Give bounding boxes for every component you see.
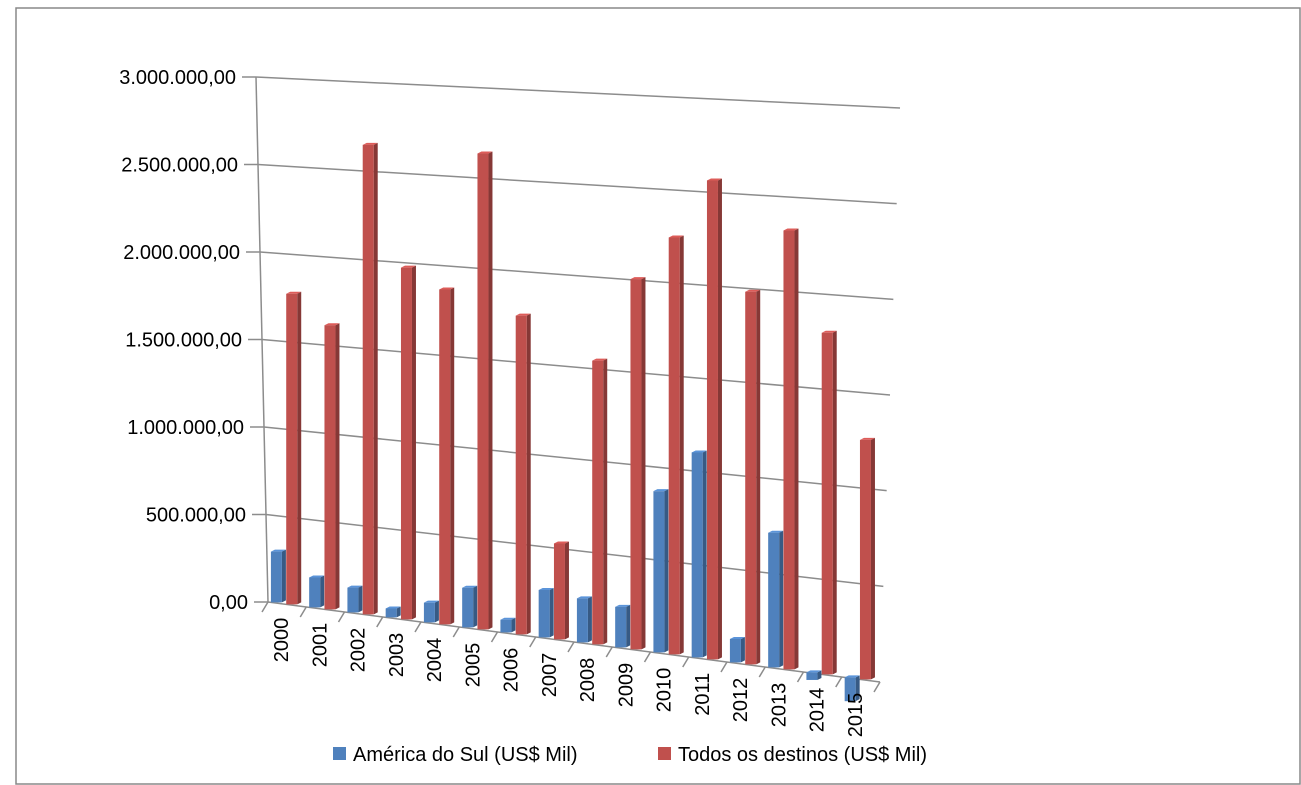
- bar-america-do-sul-2002: [347, 585, 363, 613]
- y-axis-line: [255, 76, 269, 603]
- bar-america-do-sul-2015: [844, 675, 860, 702]
- bar-todos-os-destinos-2004: [439, 287, 455, 625]
- x-tick-mark: [529, 636, 537, 648]
- legend-swatch-todos-os-destinos: [658, 747, 671, 760]
- x-tick-mark: [682, 656, 690, 668]
- bar-todos-os-destinos-2011: [706, 178, 722, 660]
- y-tick-label: 3.000.000,00: [119, 67, 236, 89]
- bar-america-do-sul-2003: [385, 606, 401, 618]
- bar-todos-os-destinos-2006: [515, 313, 531, 635]
- x-tick-mark: [796, 671, 805, 683]
- x-tick-mark: [337, 611, 346, 623]
- x-tick-label: 2015: [845, 693, 867, 738]
- bar-america-do-sul-2001: [309, 575, 325, 608]
- bar-todos-os-destinos-2015: [859, 437, 875, 680]
- y-tick-label: 2.000.000,00: [123, 242, 240, 264]
- x-tick-mark: [720, 661, 728, 673]
- x-tick-label: 2005: [462, 643, 484, 688]
- y-tick-labels: 0,00 500.000,00 1.000.000,00 1.500.000,00 2.…: [119, 67, 248, 614]
- bar-america-do-sul-2004: [423, 600, 439, 623]
- bar-america-do-sul-2009: [615, 604, 631, 648]
- x-tick-mark: [414, 621, 422, 633]
- x-tick-mark: [490, 631, 499, 643]
- x-tick-mark: [452, 626, 460, 638]
- bar-america-do-sul-2011: [691, 450, 707, 658]
- bar-america-do-sul-2006: [500, 617, 516, 633]
- gridline: [255, 76, 901, 109]
- x-tick-mark: [261, 601, 269, 613]
- bar-todos-os-destinos-2012: [745, 289, 761, 665]
- x-tick-label: 2012: [730, 678, 752, 723]
- x-tick-mark: [567, 641, 575, 653]
- bar-todos-os-destinos-2001: [324, 323, 340, 610]
- x-tick-label: 2009: [615, 663, 637, 708]
- x-tick-label: 2006: [501, 648, 523, 693]
- x-tick-mark: [605, 646, 613, 658]
- x-tick-label: 2010: [654, 668, 676, 713]
- chart-border: [15, 7, 1301, 785]
- bar-todos-os-destinos-2007: [553, 541, 569, 640]
- legend: América do Sul (US$ Mil) Todos os destin…: [333, 744, 927, 766]
- x-tick-label: 2004: [424, 638, 446, 683]
- legend-swatch-america-do-sul: [333, 747, 346, 760]
- bar-todos-os-destinos-2008: [592, 358, 608, 645]
- bar-america-do-sul-2007: [538, 588, 554, 638]
- x-tick-mark: [376, 616, 384, 628]
- bar-america-do-sul-2012: [729, 636, 745, 663]
- x-tick-label: 2003: [386, 633, 408, 678]
- y-tick-label: 0,00: [209, 592, 248, 614]
- axes: [242, 76, 881, 693]
- x-tick-label: 2001: [309, 623, 331, 668]
- x-tick-mark: [758, 666, 766, 678]
- legend-label-todos-os-destinos: Todos os destinos (US$ Mil): [678, 744, 927, 766]
- bar-america-do-sul-2010: [653, 489, 669, 653]
- x-tick-label: 2011: [692, 673, 714, 716]
- x-tick-label: 2007: [539, 653, 561, 698]
- y-tick-label: 2.500.000,00: [121, 155, 238, 177]
- x-tick-label: 2013: [768, 683, 790, 728]
- x-tick-mark: [835, 676, 843, 688]
- x-tick-label: 2014: [807, 688, 829, 733]
- bars: [270, 142, 875, 702]
- x-tick-mark: [643, 651, 652, 663]
- bar-america-do-sul-2008: [576, 596, 592, 643]
- bar-america-do-sul-2013: [768, 530, 784, 668]
- x-tick-label: 2008: [577, 658, 599, 703]
- bar-todos-os-destinos-2003: [400, 265, 416, 620]
- y-tick-label: 500.000,00: [146, 505, 246, 527]
- y-tick-label: 1.000.000,00: [127, 417, 244, 439]
- x-tick-mark: [299, 606, 307, 618]
- x-tick-labels: 2000 2001 2002 2003 2004 2005 2006 2007 2008 2009…: [271, 618, 867, 738]
- x-tick-mark: [873, 681, 881, 693]
- x-tick-label: 2000: [271, 618, 293, 663]
- bar-todos-os-destinos-2000: [286, 291, 302, 605]
- bar-todos-os-destinos-2002: [362, 142, 378, 615]
- bar-todos-os-destinos-2010: [668, 235, 684, 655]
- bar-america-do-sul-2005: [462, 585, 478, 628]
- bar-america-do-sul-2014: [806, 670, 822, 680]
- x-tick-label: 2002: [348, 628, 370, 673]
- y-tick-label: 1.500.000,00: [125, 330, 242, 352]
- bar-america-do-sul-2000: [270, 549, 286, 603]
- bar-todos-os-destinos-2013: [783, 228, 799, 670]
- bar-todos-os-destinos-2005: [477, 151, 493, 630]
- bar-todos-os-destinos-2014: [821, 330, 837, 675]
- bar-todos-os-destinos-2009: [630, 277, 646, 650]
- legend-label-america-do-sul: América do Sul (US$ Mil): [353, 744, 578, 766]
